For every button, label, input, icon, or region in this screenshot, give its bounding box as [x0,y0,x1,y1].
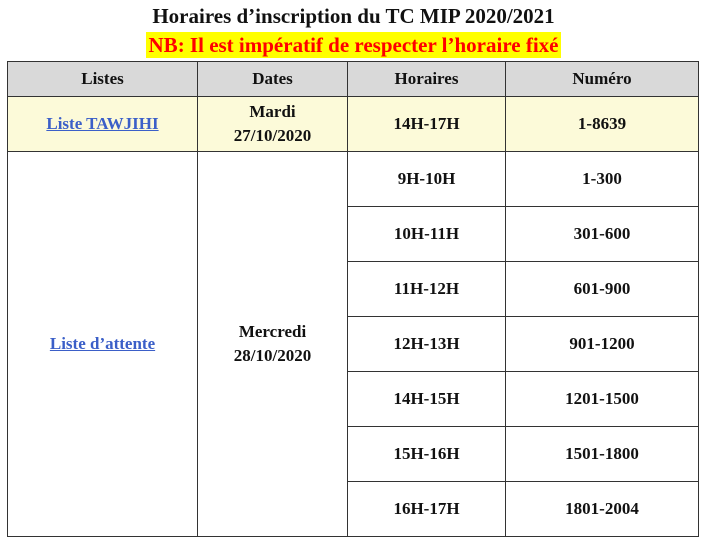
table-row: 11H-12H 601-900 [8,261,699,317]
time-cell: 9H-10H [347,151,506,207]
table-row: Liste TAWJIHI Mardi 27/10/2020 14H-17H 1… [7,96,699,152]
table-row: 14H-15H 1201-1500 [8,371,699,427]
notice-wrap: NB: Il est impératif de respecter l’hora… [0,32,707,58]
date-value: 27/10/2020 [233,126,312,145]
list-cell: Liste d’attente [7,151,198,537]
time-cell: 12H-13H [347,316,506,372]
range-cell: 1501-1800 [505,426,699,482]
table-row: 16H-17H 1801-2004 [8,481,699,537]
date-cell: Mardi 27/10/2020 [197,96,348,152]
range-cell: 1201-1500 [505,371,699,427]
header-listes: Listes [7,61,198,97]
date-value: 28/10/2020 [233,346,312,365]
time-cell: 14H-17H [347,96,506,152]
table-header-row: Listes Dates Horaires Numéro [7,61,699,97]
table-row: 15H-16H 1501-1800 [8,426,699,482]
table-row: 12H-13H 901-1200 [8,316,699,372]
time-cell: 16H-17H [347,481,506,537]
date-day: Mercredi [238,322,307,341]
table-row: 10H-11H 301-600 [8,206,699,262]
liste-tawjihi-link[interactable]: Liste TAWJIHI [46,114,159,133]
time-cell: 15H-16H [347,426,506,482]
range-cell: 1801-2004 [505,481,699,537]
schedule-table: Listes Dates Horaires Numéro Liste TAWJI… [7,61,699,537]
range-cell: 301-600 [505,206,699,262]
range-cell: 1-8639 [505,96,699,152]
date-day: Mardi [249,102,296,121]
header-horaires: Horaires [347,61,506,97]
time-cell: 14H-15H [347,371,506,427]
header-numero: Numéro [505,61,699,97]
time-cell: 11H-12H [347,261,506,317]
list-cell: Liste TAWJIHI [7,96,198,152]
table-row: Liste d’attente Mercredi 28/10/2020 9H-1… [7,151,699,537]
date-cell: Mercredi 28/10/2020 [197,151,348,537]
range-cell: 1-300 [505,151,699,207]
range-cell: 601-900 [505,261,699,317]
page-title: Horaires d’inscription du TC MIP 2020/20… [152,4,555,28]
liste-attente-link[interactable]: Liste d’attente [49,334,156,353]
range-cell: 901-1200 [505,316,699,372]
notice-banner: NB: Il est impératif de respecter l’hora… [145,32,562,58]
header-dates: Dates [197,61,348,97]
time-cell: 10H-11H [347,206,506,262]
